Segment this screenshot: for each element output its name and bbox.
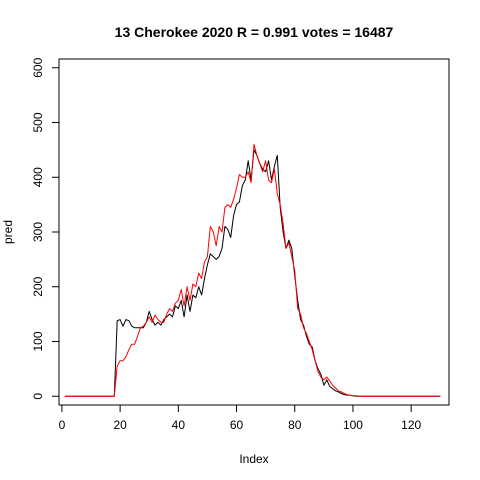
x-axis-label: Index bbox=[239, 452, 268, 466]
x-tick-label: 0 bbox=[59, 418, 66, 432]
series-layer bbox=[64, 143, 441, 397]
y-axis: 0 100 200 300 400 500 600 bbox=[31, 57, 60, 400]
y-tick-label: 500 bbox=[31, 112, 45, 132]
series-line-2 bbox=[64, 143, 441, 397]
y-tick-label: 600 bbox=[31, 57, 45, 77]
x-tick-label: 20 bbox=[113, 418, 127, 432]
y-axis-label: pred bbox=[1, 220, 15, 244]
x-tick-label: 40 bbox=[172, 418, 186, 432]
chart-title: 13 Cherokee 2020 R = 0.991 votes = 16487 bbox=[115, 24, 394, 40]
x-tick-label: 100 bbox=[343, 418, 363, 432]
series-line-1 bbox=[64, 149, 441, 397]
x-tick-label: 120 bbox=[401, 418, 421, 432]
y-tick-label: 100 bbox=[31, 331, 45, 351]
plot-frame bbox=[58, 58, 450, 406]
y-tick-label: 0 bbox=[31, 393, 45, 400]
y-tick-label: 400 bbox=[31, 167, 45, 187]
y-tick-label: 200 bbox=[31, 276, 45, 296]
x-tick-label: 80 bbox=[288, 418, 302, 432]
x-axis: 0 20 40 60 80 100 120 bbox=[59, 404, 421, 432]
y-tick-label: 300 bbox=[31, 222, 45, 242]
x-tick-label: 60 bbox=[230, 418, 244, 432]
